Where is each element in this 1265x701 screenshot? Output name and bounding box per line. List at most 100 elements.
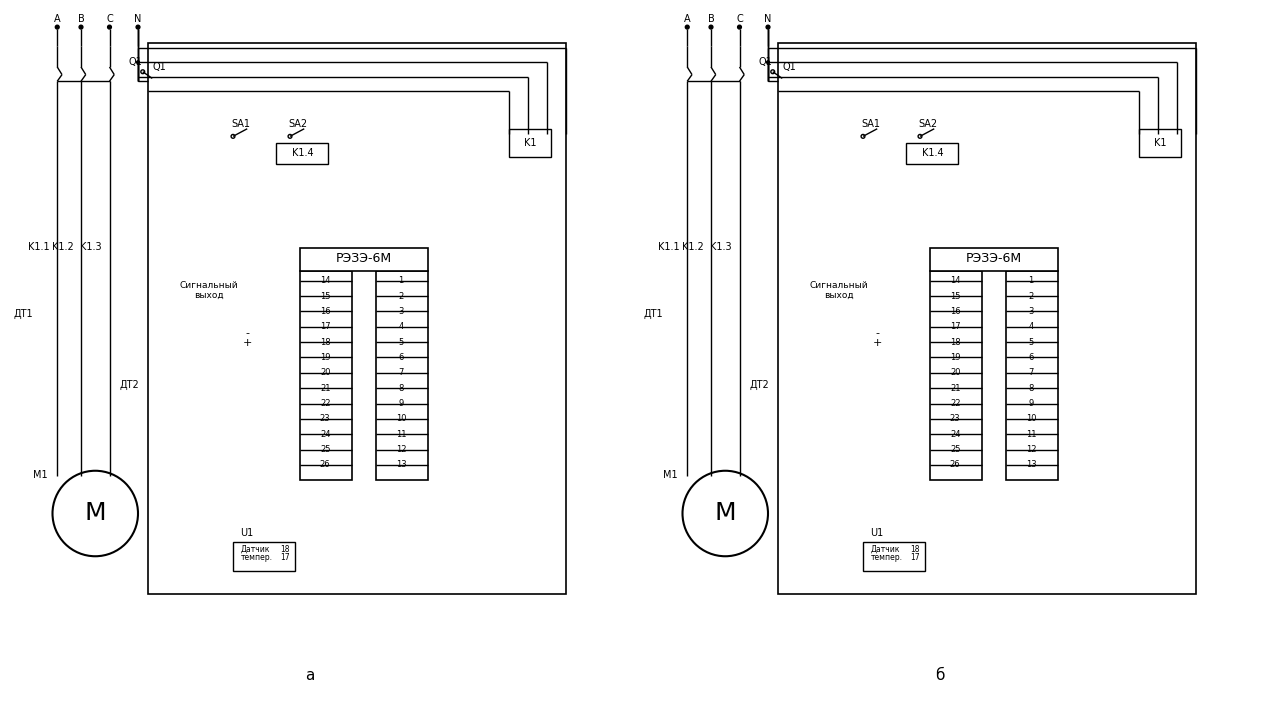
Circle shape bbox=[137, 61, 139, 64]
Text: A: A bbox=[684, 15, 691, 25]
Circle shape bbox=[53, 471, 138, 557]
Text: 20: 20 bbox=[320, 368, 330, 377]
Text: а: а bbox=[305, 669, 315, 683]
Text: 14: 14 bbox=[320, 276, 330, 285]
Text: 21: 21 bbox=[950, 383, 960, 393]
Text: 18: 18 bbox=[950, 338, 960, 346]
Circle shape bbox=[770, 70, 774, 74]
Text: 16: 16 bbox=[320, 307, 330, 316]
Text: 16: 16 bbox=[950, 307, 960, 316]
Text: 4: 4 bbox=[1028, 322, 1034, 332]
Text: Датчик: Датчик bbox=[870, 545, 901, 554]
Text: C: C bbox=[106, 15, 113, 25]
Text: РЭЗЭ-6М: РЭЗЭ-6М bbox=[966, 252, 1022, 266]
Text: N: N bbox=[134, 15, 142, 25]
Text: 19: 19 bbox=[950, 353, 960, 362]
Bar bbox=[300, 247, 428, 271]
Circle shape bbox=[918, 135, 922, 138]
Bar bbox=[1138, 129, 1182, 157]
Text: K1.1: K1.1 bbox=[28, 243, 49, 252]
Text: 26: 26 bbox=[950, 461, 960, 470]
Text: 1: 1 bbox=[398, 276, 404, 285]
Text: Сигнальный: Сигнальный bbox=[180, 281, 239, 290]
Text: 1: 1 bbox=[1028, 276, 1034, 285]
Circle shape bbox=[737, 25, 741, 29]
Text: Сигнальный: Сигнальный bbox=[810, 281, 869, 290]
Text: 24: 24 bbox=[320, 430, 330, 439]
Text: 22: 22 bbox=[950, 399, 960, 408]
Text: SA2: SA2 bbox=[918, 119, 937, 129]
Text: K1.4: K1.4 bbox=[291, 149, 314, 158]
Text: выход: выход bbox=[195, 290, 224, 299]
Text: U1: U1 bbox=[870, 527, 884, 538]
Text: Q1: Q1 bbox=[129, 57, 142, 67]
Bar bbox=[906, 143, 958, 164]
Circle shape bbox=[767, 25, 770, 29]
Text: 22: 22 bbox=[320, 399, 330, 408]
Text: M1: M1 bbox=[33, 470, 48, 480]
Text: K1.2: K1.2 bbox=[52, 243, 73, 252]
Text: M1: M1 bbox=[664, 470, 678, 480]
Bar bbox=[300, 271, 352, 480]
Text: 15: 15 bbox=[320, 292, 330, 301]
Text: М: М bbox=[85, 501, 106, 526]
Text: 18: 18 bbox=[911, 545, 920, 554]
Text: K1.1: K1.1 bbox=[658, 243, 679, 252]
Circle shape bbox=[683, 471, 768, 557]
Text: B: B bbox=[77, 15, 85, 25]
Text: ДТ1: ДТ1 bbox=[644, 309, 664, 319]
Text: 25: 25 bbox=[950, 445, 960, 454]
Bar bbox=[1006, 271, 1058, 480]
Text: B: B bbox=[707, 15, 715, 25]
Text: б: б bbox=[935, 669, 945, 683]
Text: 21: 21 bbox=[320, 383, 330, 393]
Text: +: + bbox=[243, 337, 252, 348]
Text: 14: 14 bbox=[950, 276, 960, 285]
Text: -: - bbox=[875, 328, 879, 338]
Text: K1: K1 bbox=[524, 138, 536, 148]
Text: 11: 11 bbox=[1026, 430, 1036, 439]
Text: 23: 23 bbox=[320, 414, 330, 423]
Text: ДТ2: ДТ2 bbox=[119, 380, 139, 390]
Circle shape bbox=[288, 135, 292, 138]
Text: 3: 3 bbox=[398, 307, 404, 316]
Text: 9: 9 bbox=[1028, 399, 1034, 408]
Text: SA2: SA2 bbox=[288, 119, 307, 129]
Text: 2: 2 bbox=[1028, 292, 1034, 301]
Text: 20: 20 bbox=[950, 368, 960, 377]
Text: темпер.: темпер. bbox=[240, 552, 272, 562]
Text: -: - bbox=[245, 328, 249, 338]
Text: 5: 5 bbox=[398, 338, 404, 346]
Circle shape bbox=[108, 25, 111, 29]
Text: K1: K1 bbox=[1154, 138, 1166, 148]
Circle shape bbox=[686, 25, 689, 29]
Text: ДТ1: ДТ1 bbox=[14, 309, 33, 319]
Text: 6: 6 bbox=[1028, 353, 1034, 362]
Text: Датчик: Датчик bbox=[240, 545, 271, 554]
Text: 23: 23 bbox=[950, 414, 960, 423]
Text: РЭЗЭ-6М: РЭЗЭ-6М bbox=[336, 252, 392, 266]
Text: 17: 17 bbox=[320, 322, 330, 332]
Circle shape bbox=[140, 70, 144, 74]
Circle shape bbox=[137, 25, 140, 29]
Text: A: A bbox=[54, 15, 61, 25]
Text: 17: 17 bbox=[911, 552, 920, 562]
Text: 8: 8 bbox=[1028, 383, 1034, 393]
Text: 17: 17 bbox=[281, 552, 290, 562]
Text: М: М bbox=[715, 501, 736, 526]
Circle shape bbox=[231, 135, 235, 138]
Circle shape bbox=[710, 25, 713, 29]
Circle shape bbox=[767, 61, 769, 64]
Text: 12: 12 bbox=[1026, 445, 1036, 454]
Bar bbox=[930, 271, 982, 480]
Text: 8: 8 bbox=[398, 383, 404, 393]
Text: K1.4: K1.4 bbox=[921, 149, 944, 158]
Circle shape bbox=[56, 25, 59, 29]
Bar bbox=[233, 542, 295, 571]
Text: 10: 10 bbox=[1026, 414, 1036, 423]
Text: 24: 24 bbox=[950, 430, 960, 439]
Text: выход: выход bbox=[825, 290, 854, 299]
Text: 26: 26 bbox=[320, 461, 330, 470]
Text: 13: 13 bbox=[1026, 461, 1036, 470]
Text: SA1: SA1 bbox=[231, 119, 250, 129]
